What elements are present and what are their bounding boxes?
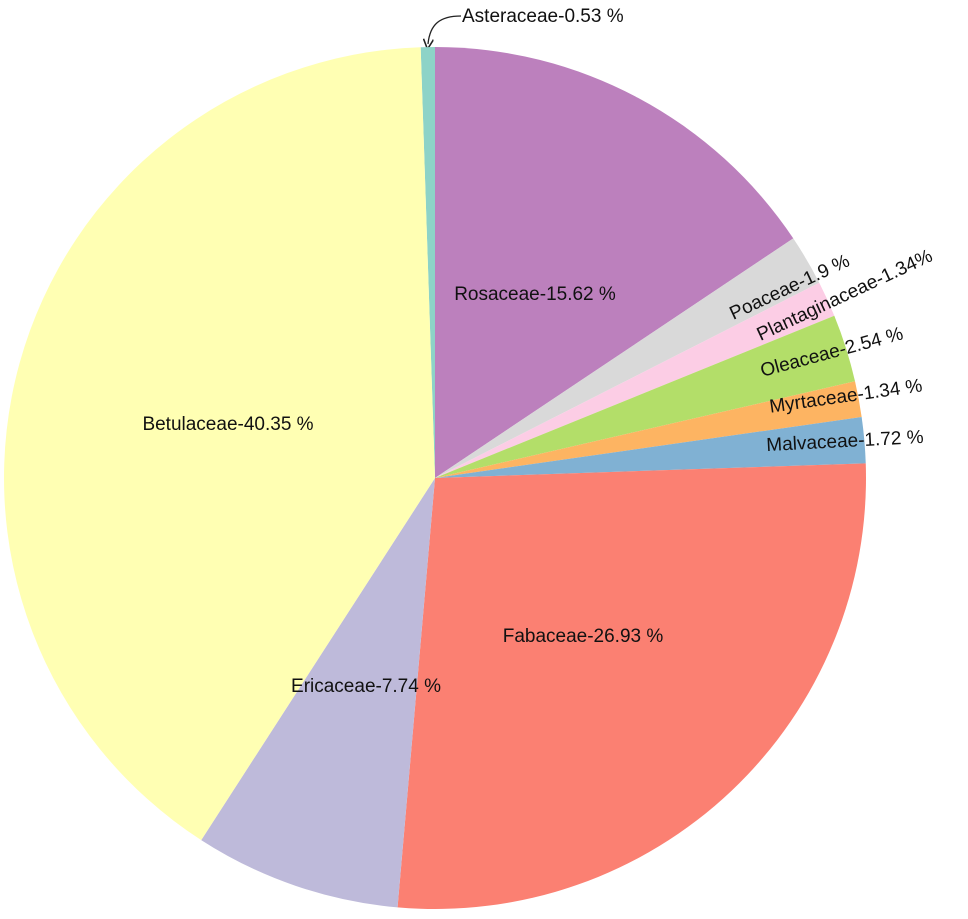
pie-slice (435, 416, 866, 478)
slice-label: Ericaceae-7.74 % (291, 676, 441, 697)
slice-label: Rosaceae-15.62 % (454, 284, 616, 305)
pie-slice (435, 381, 862, 478)
callout-arrow (428, 15, 462, 44)
slice-label: Fabaceae-26.93 % (503, 626, 664, 647)
pie-slice (435, 238, 820, 478)
pie-slice (397, 463, 866, 909)
pie-slice (435, 282, 835, 478)
pie-slice (201, 478, 435, 908)
pie-slice (420, 47, 435, 478)
pie-slice (3, 47, 435, 841)
slice-label: Betulaceae-40.35 % (142, 414, 313, 435)
pie-slice (435, 47, 794, 478)
pie-slice (435, 315, 856, 478)
slice-label: Asteraceae-0.53 % (462, 6, 624, 27)
